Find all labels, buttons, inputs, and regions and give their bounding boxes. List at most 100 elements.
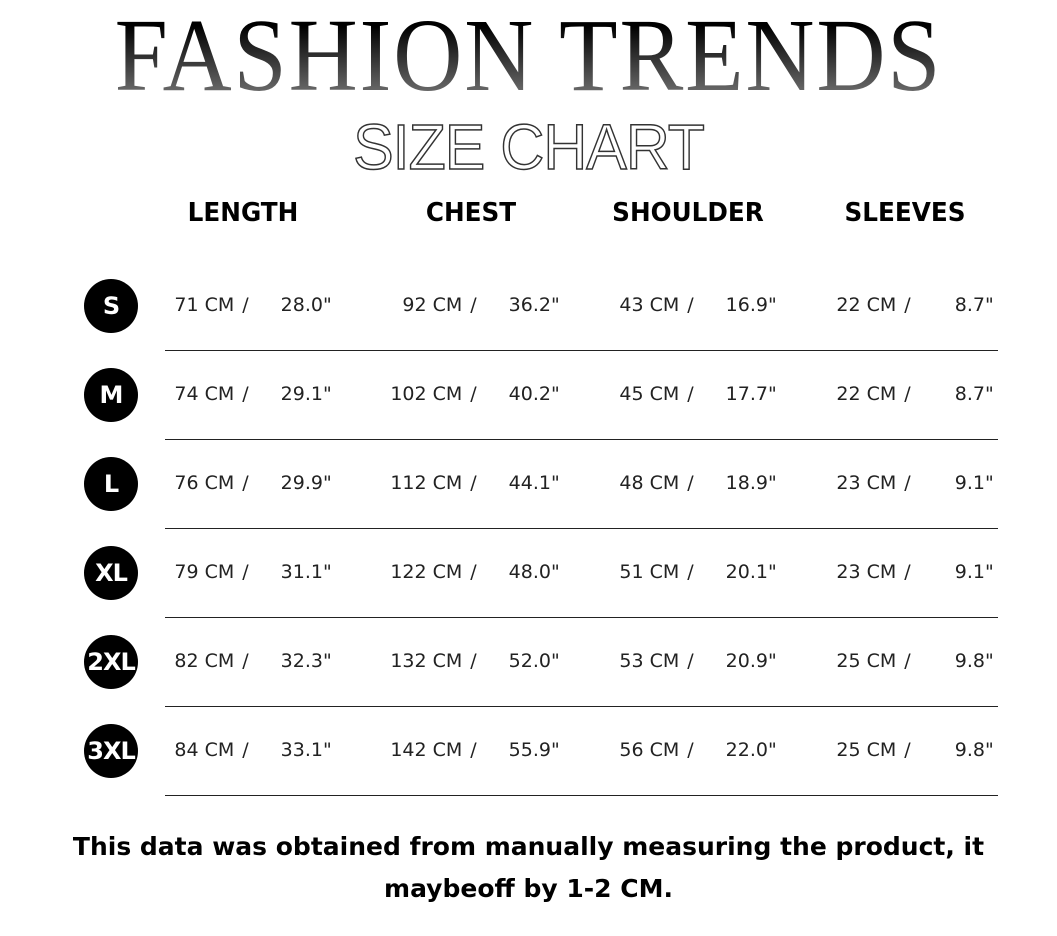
cm-value: 76 CM [174,472,235,494]
separator: / [242,561,249,583]
cm-value: 71 CM [174,294,235,316]
inch-value: 20.9" [725,650,777,672]
separator: / [687,383,694,405]
measurement-cell: 102 CM / 40.2" [361,383,581,405]
measurement-cell: 51 CM / 20.1" [578,561,798,583]
measurement-cell: 71 CM / 28.0" [133,294,353,316]
measurement-cell: 22 CM / 8.7" [795,383,1015,405]
row-divider [165,439,998,440]
cm-value: 51 CM [619,561,680,583]
cm-value: 53 CM [619,650,680,672]
measurement-cell: 48 CM / 18.9" [578,472,798,494]
separator: / [242,294,249,316]
inch-value: 16.9" [725,294,777,316]
cm-value: 23 CM [836,561,897,583]
cm-value: 102 CM [390,383,463,405]
separator: / [904,739,911,761]
measurement-cell: 22 CM / 8.7" [795,294,1015,316]
separator: / [687,650,694,672]
separator: / [242,650,249,672]
separator: / [687,739,694,761]
size-badge-m: M [84,368,138,422]
size-badge-xl: XL [84,546,138,600]
separator: / [470,561,477,583]
separator: / [242,383,249,405]
measurement-cell: 53 CM / 20.9" [578,650,798,672]
row-divider [165,350,998,351]
separator: / [687,472,694,494]
cm-value: 25 CM [836,650,897,672]
row-divider [165,706,998,707]
measurement-cell: 79 CM / 31.1" [133,561,353,583]
separator: / [242,739,249,761]
cm-value: 82 CM [174,650,235,672]
inch-value: 29.1" [280,383,332,405]
cm-value: 25 CM [836,739,897,761]
size-badge-2xl: 2XL [84,635,138,689]
separator: / [904,472,911,494]
cm-value: 132 CM [390,650,463,672]
inch-value: 55.9" [508,739,560,761]
cm-value: 23 CM [836,472,897,494]
column-header-sleeves: SLEEVES [844,198,966,228]
measurement-cell: 142 CM / 55.9" [361,739,581,761]
measurement-cell: 92 CM / 36.2" [361,294,581,316]
cm-value: 22 CM [836,294,897,316]
inch-value: 9.8" [954,650,994,672]
inch-value: 8.7" [954,383,994,405]
size-badge-3xl: 3XL [84,724,138,778]
measurement-cell: 84 CM / 33.1" [133,739,353,761]
size-badge-s: S [84,279,138,333]
cm-value: 56 CM [619,739,680,761]
inch-value: 36.2" [508,294,560,316]
inch-value: 9.1" [954,472,994,494]
measurement-cell: 56 CM / 22.0" [578,739,798,761]
inch-value: 28.0" [280,294,332,316]
cm-value: 79 CM [174,561,235,583]
measurement-cell: 43 CM / 16.9" [578,294,798,316]
separator: / [904,383,911,405]
measurement-cell: 25 CM / 9.8" [795,739,1015,761]
separator: / [470,650,477,672]
cm-value: 92 CM [402,294,463,316]
row-divider [165,795,998,796]
inch-value: 48.0" [508,561,560,583]
separator: / [242,472,249,494]
measurement-cell: 76 CM / 29.9" [133,472,353,494]
measurement-cell: 25 CM / 9.8" [795,650,1015,672]
separator: / [470,472,477,494]
inch-value: 17.7" [725,383,777,405]
separator: / [470,294,477,316]
measurement-cell: 74 CM / 29.1" [133,383,353,405]
inch-value: 32.3" [280,650,332,672]
separator: / [904,650,911,672]
column-header-length: LENGTH [187,198,299,228]
size-chart-subtitle: SIZE CHART [352,111,705,183]
measurement-cell: 23 CM / 9.1" [795,472,1015,494]
separator: / [470,739,477,761]
separator: / [904,294,911,316]
measurement-cell: 45 CM / 17.7" [578,383,798,405]
cm-value: 45 CM [619,383,680,405]
inch-value: 52.0" [508,650,560,672]
cm-value: 43 CM [619,294,680,316]
column-header-shoulder: SHOULDER [612,198,764,228]
inch-value: 22.0" [725,739,777,761]
cm-value: 112 CM [390,472,463,494]
cm-value: 48 CM [619,472,680,494]
separator: / [470,383,477,405]
cm-value: 142 CM [390,739,463,761]
column-header-chest: CHEST [425,198,517,228]
inch-value: 9.8" [954,739,994,761]
measurement-cell: 122 CM / 48.0" [361,561,581,583]
measurement-cell: 23 CM / 9.1" [795,561,1015,583]
footnote: This data was obtained from manually mea… [72,832,985,903]
brand-title: FASHION TRENDS [42,4,1014,108]
cm-value: 22 CM [836,383,897,405]
inch-value: 8.7" [954,294,994,316]
inch-value: 29.9" [280,472,332,494]
separator: / [687,561,694,583]
measurement-cell: 82 CM / 32.3" [133,650,353,672]
row-divider [165,528,998,529]
row-divider [165,617,998,618]
